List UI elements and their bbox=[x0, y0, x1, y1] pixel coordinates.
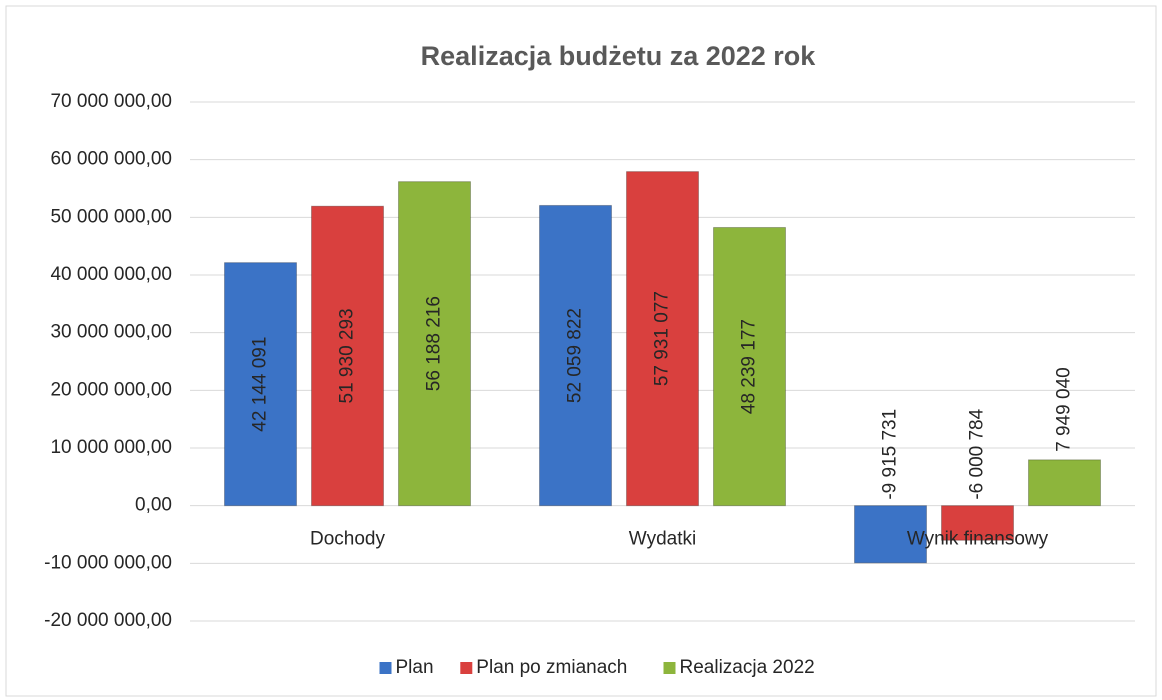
y-tick-label: 30 000 000,00 bbox=[50, 322, 172, 343]
y-tick-label: -10 000 000,00 bbox=[44, 552, 172, 573]
bar bbox=[1028, 459, 1101, 507]
y-tick-label: 10 000 000,00 bbox=[50, 437, 172, 458]
y-tick-label: 20 000 000,00 bbox=[50, 379, 172, 400]
y-tick-label: 40 000 000,00 bbox=[50, 264, 172, 285]
data-label: 42 144 091 bbox=[250, 337, 271, 432]
x-tick-label: Wynik finansowy bbox=[907, 529, 1049, 550]
legend-label: Plan po zmianach bbox=[476, 657, 627, 678]
data-label: -9 915 731 bbox=[880, 409, 901, 500]
x-tick-label: Dochody bbox=[310, 529, 385, 550]
y-tick-label: -20 000 000,00 bbox=[44, 610, 172, 631]
data-label: 57 931 077 bbox=[652, 291, 673, 386]
bar bbox=[626, 171, 699, 507]
y-tick-label: 70 000 000,00 bbox=[50, 91, 172, 112]
data-label: 56 188 216 bbox=[424, 296, 445, 391]
x-tick-label: Wydatki bbox=[629, 529, 696, 550]
y-tick-label: 0,00 bbox=[135, 495, 172, 516]
bar bbox=[398, 181, 471, 507]
bar bbox=[224, 262, 297, 507]
data-label: 7 949 040 bbox=[1054, 367, 1075, 452]
legend-swatch bbox=[379, 662, 392, 674]
y-tick-label: 60 000 000,00 bbox=[50, 149, 172, 170]
chart-title: Realizacja budżetu za 2022 rok bbox=[421, 41, 817, 71]
bar bbox=[941, 505, 1014, 541]
bar bbox=[854, 505, 927, 564]
y-tick-label: 50 000 000,00 bbox=[50, 206, 172, 227]
data-label: 48 239 177 bbox=[739, 319, 760, 414]
legend-label: Realizacja 2022 bbox=[680, 657, 815, 678]
legend-label: Plan bbox=[396, 657, 434, 678]
bar bbox=[539, 204, 612, 507]
bar bbox=[713, 226, 786, 507]
data-label: 52 059 822 bbox=[565, 308, 586, 403]
legend-swatch bbox=[663, 662, 676, 674]
legend-swatch bbox=[460, 662, 473, 674]
data-label: 51 930 293 bbox=[337, 308, 358, 403]
bar bbox=[311, 205, 384, 507]
data-label: -6 000 784 bbox=[967, 408, 988, 499]
